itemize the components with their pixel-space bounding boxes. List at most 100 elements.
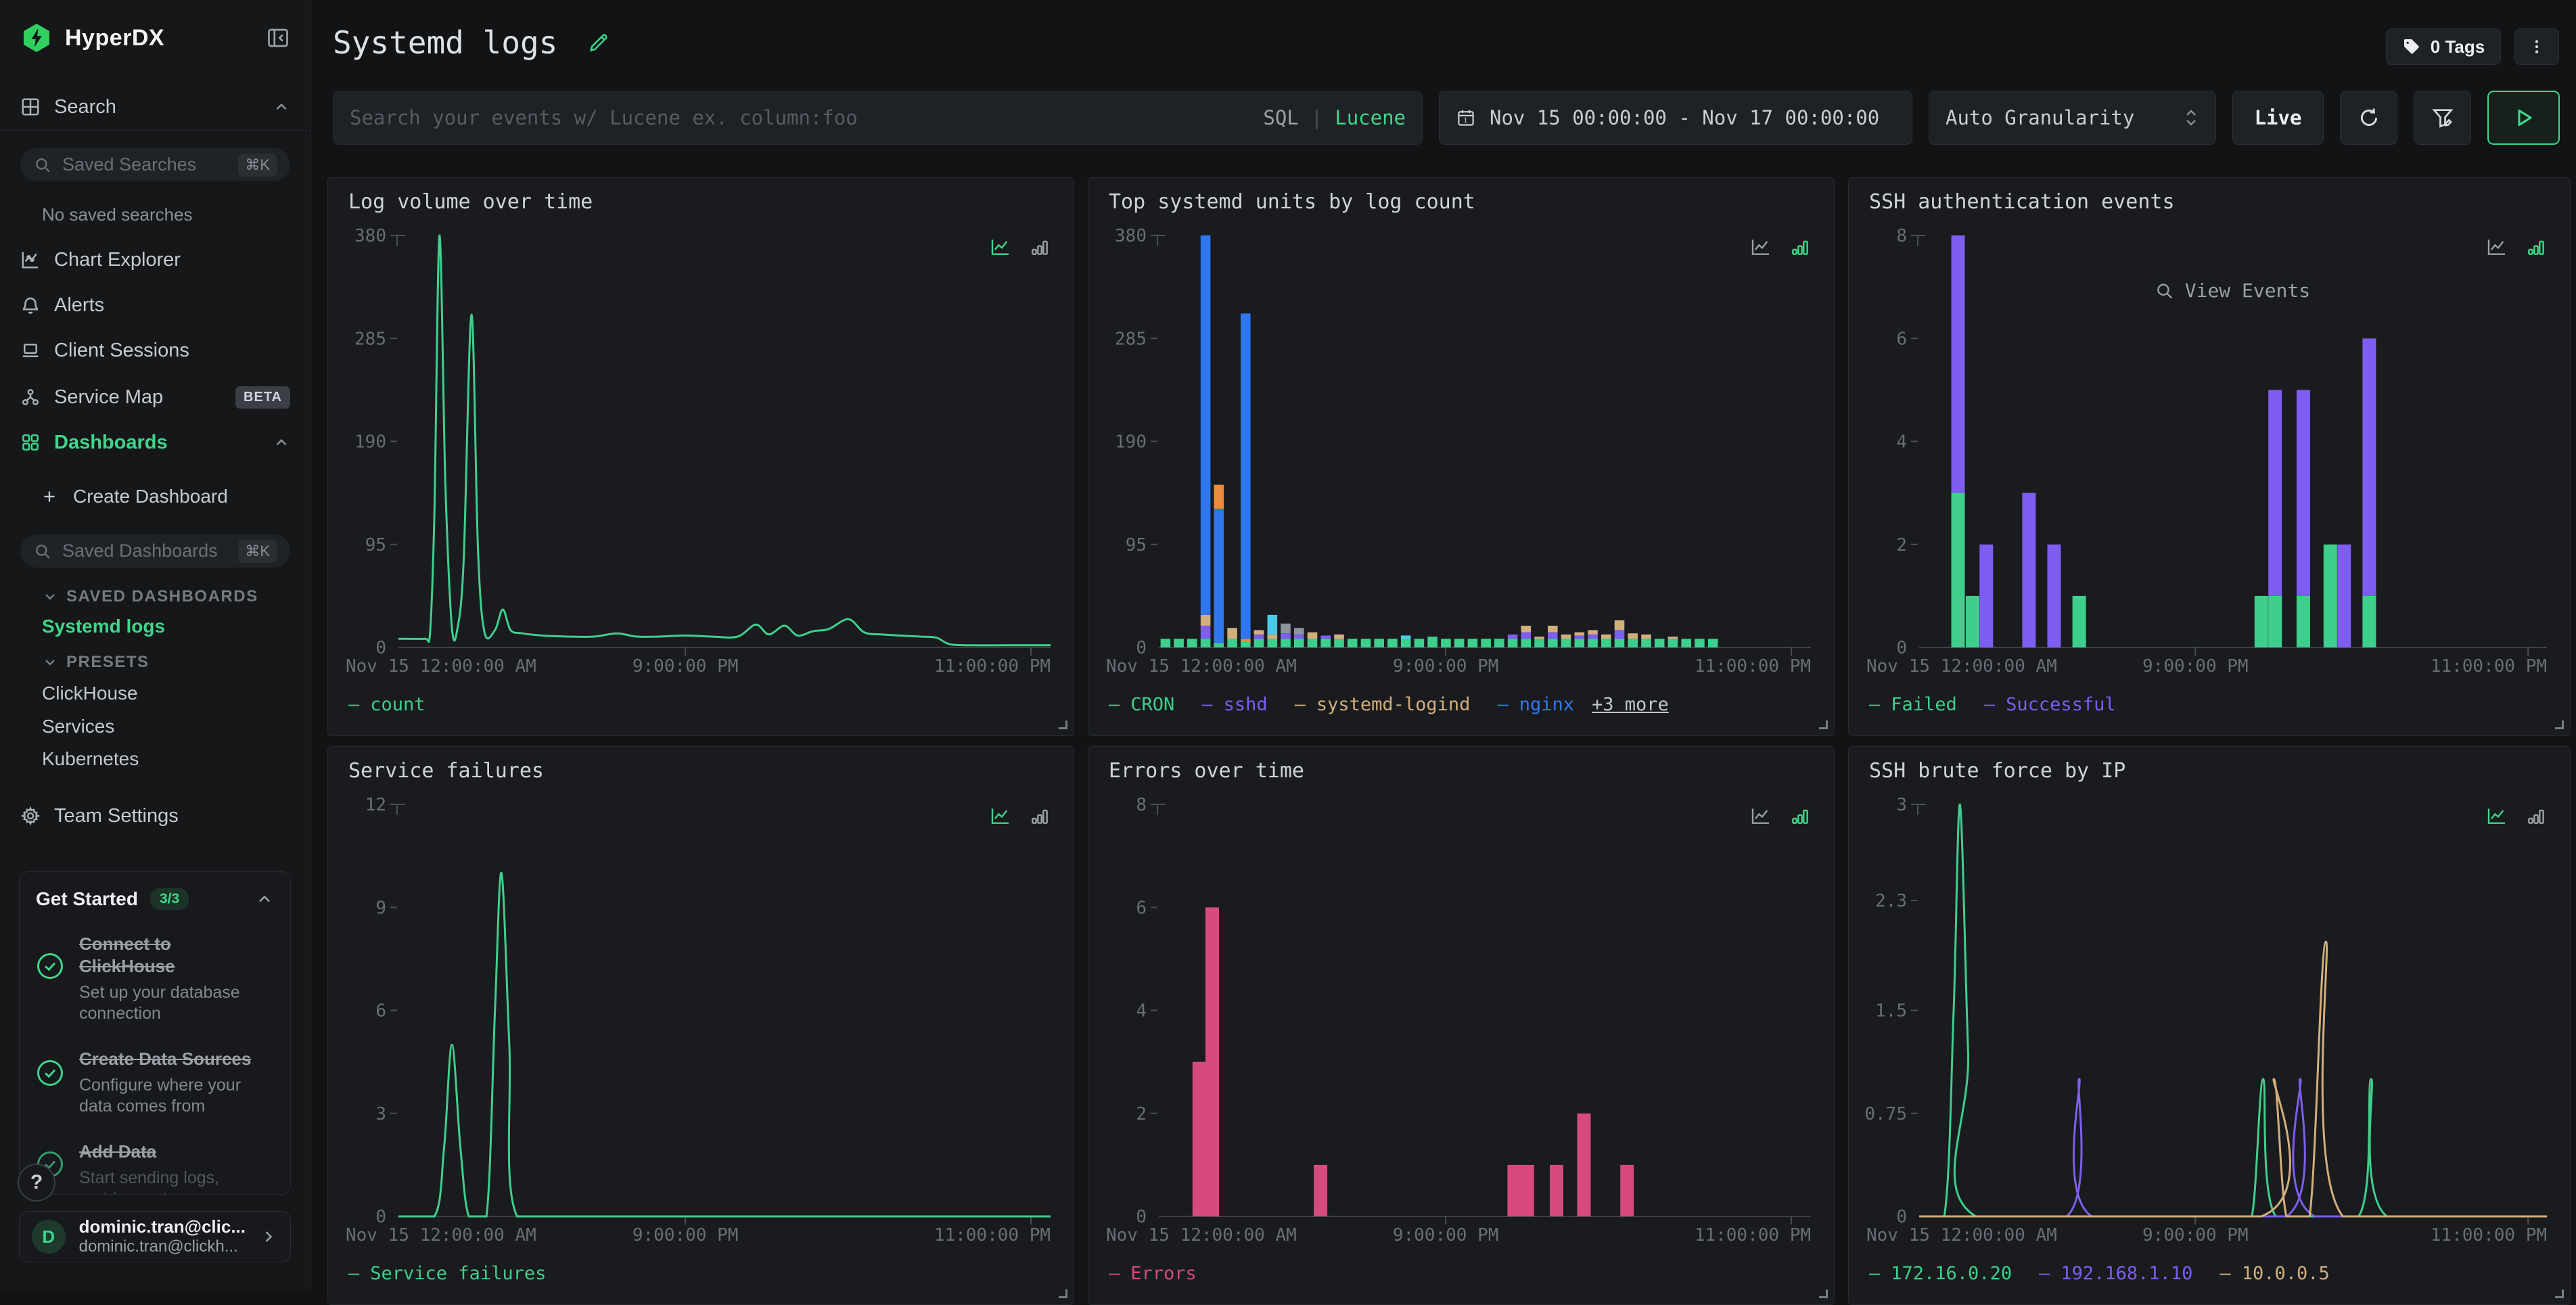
filter-edit-icon: [2431, 106, 2454, 129]
sidebar-collapse-icon[interactable]: [266, 26, 290, 50]
tag-icon: [2402, 37, 2421, 56]
legend-item[interactable]: —Successful: [1984, 694, 2116, 715]
legend-item[interactable]: —CRON: [1109, 694, 1174, 715]
step-title: Add Data: [79, 1141, 262, 1163]
user-menu[interactable]: D dominic.tran@clic... dominic.tran@clic…: [19, 1211, 291, 1262]
dashboard-link-label: ClickHouse: [42, 683, 138, 704]
chart-legend[interactable]: —Errors: [1109, 1263, 1197, 1284]
svg-text:12: 12: [365, 795, 386, 815]
chevron-up-icon[interactable]: [255, 890, 274, 909]
svg-text:190: 190: [354, 432, 386, 453]
dashboard-link-label: Kubernetes: [42, 748, 139, 770]
chart-legend[interactable]: —Service failures: [348, 1263, 546, 1284]
sidebar-item-client-sessions[interactable]: Client Sessions: [0, 334, 310, 367]
svg-text:9:00:00 PM: 9:00:00 PM: [1393, 1225, 1499, 1245]
saved-searches-input[interactable]: Saved Searches ⌘K: [20, 148, 290, 181]
resize-handle[interactable]: [1819, 720, 1828, 729]
sidebar-item-service-map[interactable]: Service Map BETA: [0, 380, 310, 414]
refresh-button[interactable]: [2340, 91, 2397, 145]
granularity-select[interactable]: Auto Granularity: [1929, 91, 2216, 145]
hyperdx-logo-icon: [20, 22, 53, 54]
legend-more-link[interactable]: +3 more: [1592, 694, 1669, 715]
panel-title: Service failures: [348, 759, 544, 783]
filter-button[interactable]: [2414, 91, 2471, 145]
step-subtitle: Set up your database connection: [79, 982, 262, 1025]
get-started-step-add-data[interactable]: Add Data Start sending logs, metrics, or…: [36, 1141, 274, 1195]
search-icon: [34, 156, 51, 174]
legend-item[interactable]: —count: [348, 694, 426, 715]
presets-section[interactable]: PRESETS: [0, 653, 310, 672]
sidebar-item-kubernetes[interactable]: Kubernetes: [0, 743, 310, 775]
sidebar-item-services[interactable]: Services: [0, 711, 310, 742]
saved-dashboards-input[interactable]: Saved Dashboards ⌘K: [20, 534, 290, 568]
saved-dashboards-placeholder: Saved Dashboards: [62, 541, 218, 562]
time-range-picker[interactable]: 1 Nov 15 00:00:00 - Nov 17 00:00:00: [1439, 91, 1912, 145]
user-email: dominic.tran@clickh...: [79, 1237, 246, 1257]
event-search-input[interactable]: Search your events w/ Lucene ex. column:…: [333, 91, 1423, 145]
legend-item[interactable]: —172.16.0.20: [1869, 1263, 2012, 1284]
legend-item[interactable]: —10.0.0.5: [2220, 1263, 2329, 1284]
get-started-card: Get Started 3/3 Connect to ClickHouse Se…: [19, 871, 291, 1195]
get-started-step-sources[interactable]: Create Data Sources Configure where your…: [36, 1048, 274, 1118]
live-button[interactable]: Live: [2232, 91, 2324, 145]
svg-text:285: 285: [1115, 329, 1147, 349]
chart-legend[interactable]: —CRON —sshd —systemd-logind —nginx +3 more: [1109, 694, 1669, 715]
panel-menu-button[interactable]: [2514, 28, 2559, 65]
sidebar-item-dashboards[interactable]: Dashboards: [0, 426, 310, 459]
create-dashboard-button[interactable]: Create Dashboard: [0, 480, 310, 513]
sidebar: HyperDX Search Saved Searches ⌘K No save…: [0, 0, 311, 1291]
search-placeholder: Search your events w/ Lucene ex. column:…: [350, 106, 858, 129]
svg-text:9:00:00 PM: 9:00:00 PM: [632, 1225, 739, 1245]
svg-text:Nov 15 12:00:00 AM: Nov 15 12:00:00 AM: [1866, 1225, 2057, 1245]
edit-pencil-icon[interactable]: [587, 31, 610, 54]
get-started-step-connect[interactable]: Connect to ClickHouse Set up your databa…: [36, 933, 274, 1025]
lang-separator: |: [1311, 106, 1322, 129]
legend-item[interactable]: —nginx: [1497, 694, 1574, 715]
legend-item[interactable]: —systemd-logind: [1295, 694, 1471, 715]
chart-explorer-icon: [20, 250, 41, 270]
resize-handle[interactable]: [1059, 720, 1067, 729]
svg-text:0: 0: [375, 638, 386, 658]
legend-item[interactable]: —Failed: [1869, 694, 1957, 715]
legend-item[interactable]: —Service failures: [348, 1263, 546, 1284]
svg-text:11:00:00 PM: 11:00:00 PM: [2431, 1225, 2547, 1245]
saved-searches-placeholder: Saved Searches: [62, 154, 196, 175]
chart-legend[interactable]: —Failed —Successful: [1869, 694, 2116, 715]
sidebar-item-label: Alerts: [54, 294, 104, 317]
tags-button[interactable]: 0 Tags: [2386, 28, 2501, 65]
sidebar-item-systemd-logs[interactable]: Systemd logs: [0, 611, 310, 642]
legend-item[interactable]: —sshd: [1201, 694, 1267, 715]
tags-label: 0 Tags: [2431, 37, 2485, 58]
sidebar-divider: [0, 130, 310, 131]
sidebar-item-search[interactable]: Search: [0, 90, 310, 124]
chart-legend[interactable]: —172.16.0.20 —192.168.1.10 —10.0.0.5: [1869, 1263, 2330, 1284]
main-content: Systemd logs 0 Tags Search your events w…: [311, 0, 2576, 1291]
svg-text:9:00:00 PM: 9:00:00 PM: [632, 656, 739, 677]
resize-handle[interactable]: [2555, 720, 2564, 729]
svg-text:Nov 15 12:00:00 AM: Nov 15 12:00:00 AM: [1106, 1225, 1297, 1245]
lucene-toggle[interactable]: Lucene: [1335, 106, 1406, 129]
sidebar-item-chart-explorer[interactable]: Chart Explorer: [0, 243, 310, 277]
svg-text:9: 9: [375, 898, 386, 918]
svg-text:6: 6: [1896, 329, 1907, 349]
beta-badge: BETA: [235, 386, 290, 409]
run-query-button[interactable]: [2487, 91, 2560, 145]
help-button[interactable]: ?: [18, 1164, 55, 1201]
sql-toggle[interactable]: SQL: [1263, 106, 1298, 129]
legend-item[interactable]: —Errors: [1109, 1263, 1197, 1284]
svg-text:0: 0: [375, 1207, 386, 1227]
legend-item[interactable]: —192.168.1.10: [2039, 1263, 2192, 1284]
sidebar-item-team-settings[interactable]: Team Settings: [0, 799, 310, 833]
chart-legend[interactable]: —count: [348, 694, 426, 715]
saved-dashboards-section[interactable]: SAVED DASHBOARDS: [0, 587, 310, 606]
sidebar-item-clickhouse[interactable]: ClickHouse: [0, 678, 310, 709]
sidebar-item-alerts[interactable]: Alerts: [0, 288, 310, 322]
svg-text:Nov 15 12:00:00 AM: Nov 15 12:00:00 AM: [346, 656, 536, 677]
panel-title: Top systemd units by log count: [1109, 190, 1475, 214]
